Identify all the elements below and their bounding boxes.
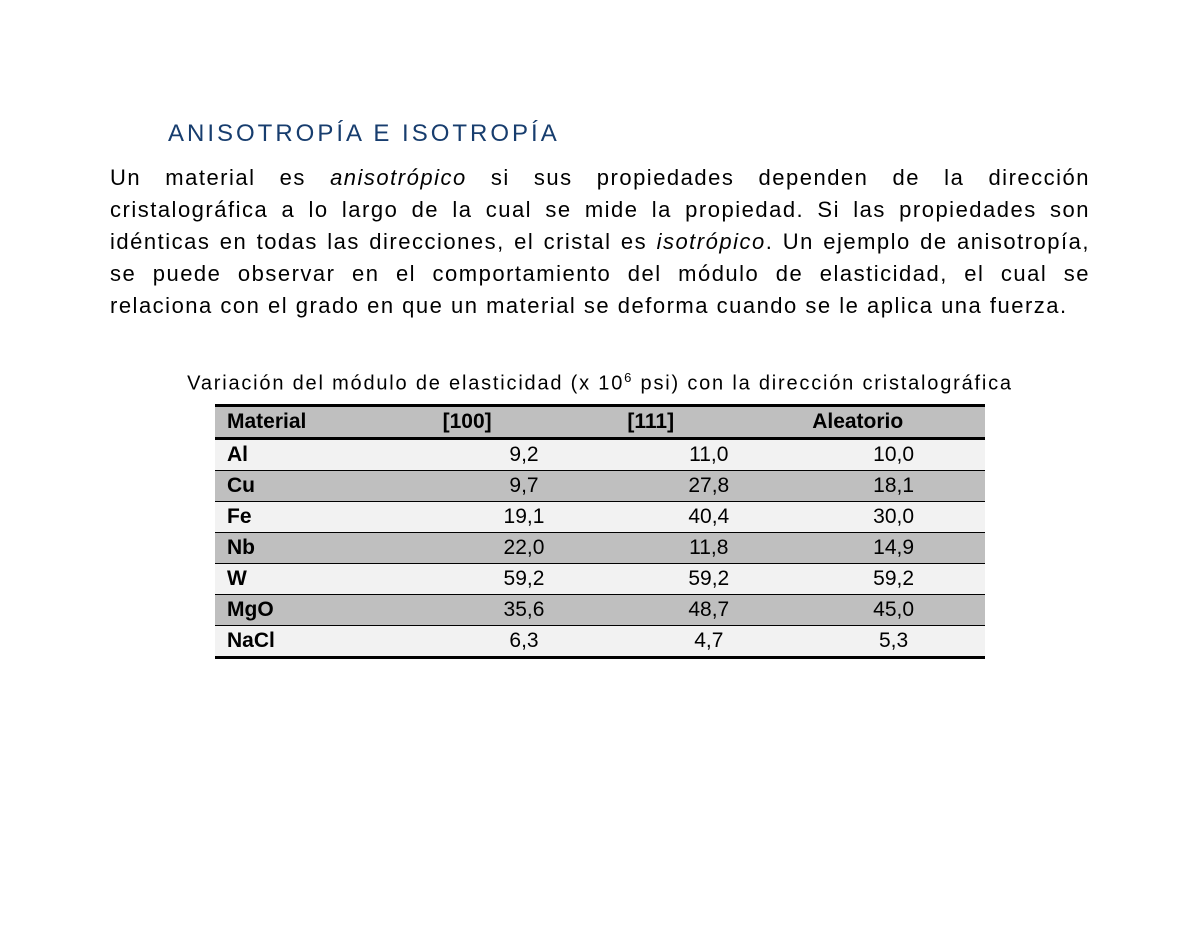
cell-random: 5,3	[800, 626, 985, 658]
table-row: NaCl6,34,75,3	[215, 626, 985, 658]
para-italic-1: anisotrópico	[330, 165, 467, 190]
caption-post: psi) con la dirección cristalográfica	[633, 373, 1013, 395]
para-text-1: Un material es	[110, 165, 330, 190]
cell-100: 59,2	[431, 564, 616, 595]
cell-100: 19,1	[431, 502, 616, 533]
table-row: Al9,211,010,0	[215, 439, 985, 471]
cell-material: NaCl	[215, 626, 431, 658]
cell-111: 27,8	[615, 471, 800, 502]
table-row: Fe19,140,430,0	[215, 502, 985, 533]
cell-100: 9,2	[431, 439, 616, 471]
cell-100: 9,7	[431, 471, 616, 502]
table-header: Material [100] [111] Aleatorio	[215, 406, 985, 439]
col-header-material: Material	[215, 406, 431, 439]
cell-random: 10,0	[800, 439, 985, 471]
cell-material: Cu	[215, 471, 431, 502]
cell-material: MgO	[215, 595, 431, 626]
cell-random: 18,1	[800, 471, 985, 502]
cell-111: 40,4	[615, 502, 800, 533]
para-italic-2: isotrópico	[657, 229, 766, 254]
caption-exponent: 6	[624, 370, 633, 385]
table-body: Al9,211,010,0Cu9,727,818,1Fe19,140,430,0…	[215, 439, 985, 658]
table-caption: Variación del módulo de elasticidad (x 1…	[110, 369, 1090, 398]
table-row: W59,259,259,2	[215, 564, 985, 595]
table-row: Cu9,727,818,1	[215, 471, 985, 502]
table-row: Nb22,011,814,9	[215, 533, 985, 564]
col-header-111: [111]	[615, 406, 800, 439]
cell-100: 6,3	[431, 626, 616, 658]
cell-material: Fe	[215, 502, 431, 533]
cell-random: 45,0	[800, 595, 985, 626]
cell-111: 59,2	[615, 564, 800, 595]
cell-random: 59,2	[800, 564, 985, 595]
document-content: ANISOTROPÍA E ISOTROPÍA Un material es a…	[110, 120, 1090, 659]
cell-111: 11,0	[615, 439, 800, 471]
cell-random: 30,0	[800, 502, 985, 533]
col-header-100: [100]	[431, 406, 616, 439]
cell-material: W	[215, 564, 431, 595]
caption-pre: Variación del módulo de elasticidad (x 1…	[187, 373, 624, 395]
cell-111: 11,8	[615, 533, 800, 564]
cell-100: 22,0	[431, 533, 616, 564]
elasticity-table: Material [100] [111] Aleatorio Al9,211,0…	[215, 404, 985, 659]
table-row: MgO35,648,745,0	[215, 595, 985, 626]
col-header-random: Aleatorio	[800, 406, 985, 439]
cell-material: Al	[215, 439, 431, 471]
cell-material: Nb	[215, 533, 431, 564]
cell-111: 48,7	[615, 595, 800, 626]
page-title: ANISOTROPÍA E ISOTROPÍA	[168, 120, 1090, 148]
intro-paragraph: Un material es anisotrópico si sus propi…	[110, 162, 1090, 321]
cell-111: 4,7	[615, 626, 800, 658]
cell-random: 14,9	[800, 533, 985, 564]
cell-100: 35,6	[431, 595, 616, 626]
